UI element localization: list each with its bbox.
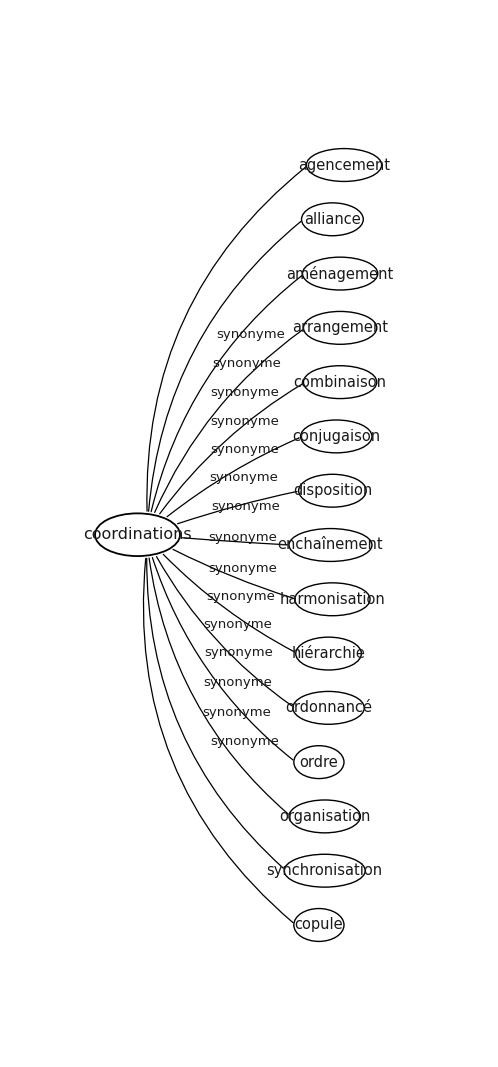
FancyArrowPatch shape bbox=[148, 222, 300, 511]
Text: synonyme: synonyme bbox=[210, 471, 278, 483]
Ellipse shape bbox=[95, 513, 180, 556]
Ellipse shape bbox=[306, 148, 381, 181]
Ellipse shape bbox=[289, 528, 372, 561]
Text: hiérarchie: hiérarchie bbox=[292, 646, 366, 662]
FancyArrowPatch shape bbox=[182, 538, 287, 545]
Text: synonyme: synonyme bbox=[210, 443, 279, 456]
Ellipse shape bbox=[293, 691, 364, 724]
Text: synonyme: synonyme bbox=[203, 705, 271, 718]
FancyArrowPatch shape bbox=[143, 558, 293, 923]
Text: copule: copule bbox=[295, 918, 343, 933]
Text: synonyme: synonyme bbox=[212, 356, 281, 370]
Text: harmonisation: harmonisation bbox=[279, 592, 385, 607]
Ellipse shape bbox=[303, 312, 377, 345]
FancyArrowPatch shape bbox=[173, 550, 293, 599]
Text: agencement: agencement bbox=[298, 158, 390, 173]
Text: synonyme: synonyme bbox=[212, 499, 280, 512]
Text: synonyme: synonyme bbox=[204, 675, 272, 688]
Ellipse shape bbox=[294, 908, 344, 941]
Ellipse shape bbox=[301, 420, 372, 452]
Ellipse shape bbox=[302, 257, 378, 290]
Ellipse shape bbox=[299, 475, 366, 507]
Text: ordre: ordre bbox=[299, 754, 338, 769]
FancyArrowPatch shape bbox=[156, 557, 292, 705]
FancyArrowPatch shape bbox=[163, 555, 294, 652]
FancyArrowPatch shape bbox=[167, 437, 299, 516]
Text: synonyme: synonyme bbox=[206, 590, 275, 603]
Text: synonyme: synonyme bbox=[208, 561, 277, 575]
Ellipse shape bbox=[289, 800, 361, 833]
FancyArrowPatch shape bbox=[149, 558, 288, 814]
Text: ordonnancé: ordonnancé bbox=[285, 700, 372, 715]
Ellipse shape bbox=[284, 855, 365, 887]
FancyArrowPatch shape bbox=[152, 558, 293, 760]
Text: arrangement: arrangement bbox=[292, 320, 388, 335]
FancyArrowPatch shape bbox=[151, 276, 301, 512]
Text: synonyme: synonyme bbox=[217, 328, 285, 340]
Text: combinaison: combinaison bbox=[294, 375, 386, 389]
FancyArrowPatch shape bbox=[147, 168, 305, 511]
Text: coordinations: coordinations bbox=[83, 527, 192, 542]
FancyArrowPatch shape bbox=[178, 492, 297, 524]
Ellipse shape bbox=[295, 583, 370, 616]
Text: enchaînement: enchaînement bbox=[278, 538, 383, 553]
Text: alliance: alliance bbox=[304, 211, 361, 227]
Text: synonyme: synonyme bbox=[211, 386, 279, 399]
Text: synonyme: synonyme bbox=[210, 414, 279, 428]
Ellipse shape bbox=[303, 366, 377, 399]
Text: organisation: organisation bbox=[279, 809, 371, 824]
Text: conjugaison: conjugaison bbox=[292, 429, 380, 444]
Ellipse shape bbox=[294, 746, 344, 779]
Text: disposition: disposition bbox=[293, 483, 372, 498]
Text: synchronisation: synchronisation bbox=[266, 863, 383, 878]
Text: synonyme: synonyme bbox=[210, 735, 279, 748]
Ellipse shape bbox=[296, 637, 362, 670]
FancyArrowPatch shape bbox=[155, 330, 302, 512]
FancyArrowPatch shape bbox=[160, 384, 302, 514]
Text: synonyme: synonyme bbox=[208, 531, 277, 544]
Text: aménagement: aménagement bbox=[286, 266, 394, 282]
Text: synonyme: synonyme bbox=[204, 618, 272, 632]
FancyArrowPatch shape bbox=[147, 558, 283, 869]
Ellipse shape bbox=[301, 203, 364, 236]
Text: synonyme: synonyme bbox=[205, 647, 274, 659]
